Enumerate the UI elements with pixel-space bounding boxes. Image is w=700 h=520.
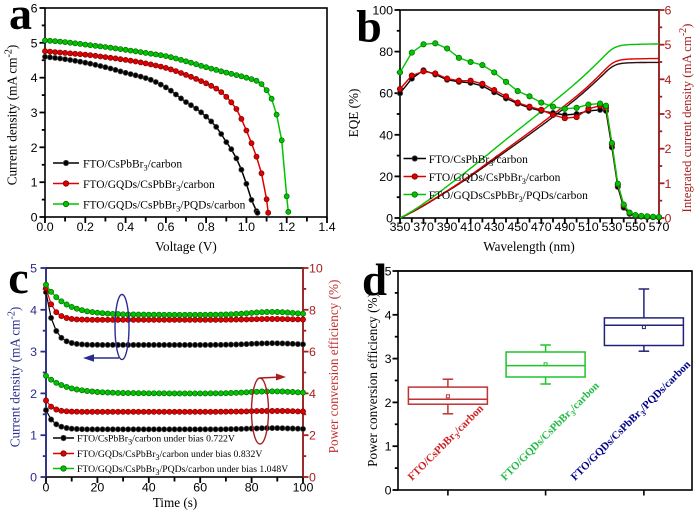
svg-text:FTO/CsPbBr3/carbon: FTO/CsPbBr3/carbon	[83, 159, 182, 173]
svg-text:Integrated current density (mA: Integrated current density (mA cm-2)	[678, 24, 694, 213]
svg-text:Current density (mA cm-2): Current density (mA cm-2)	[4, 45, 20, 186]
svg-text:550: 550	[625, 220, 646, 234]
svg-text:370: 370	[413, 220, 434, 234]
svg-text:80: 80	[379, 45, 393, 59]
svg-text:Power conversion efficiency (%: Power conversion efficiency (%)	[326, 280, 341, 454]
svg-text:40: 40	[379, 128, 393, 142]
svg-text:0: 0	[386, 212, 393, 226]
svg-text:2: 2	[31, 141, 38, 155]
svg-text:0.6: 0.6	[157, 220, 174, 234]
svg-text:0: 0	[309, 471, 316, 485]
svg-text:1: 1	[31, 176, 38, 190]
svg-text:20: 20	[91, 481, 105, 495]
svg-text:10: 10	[309, 262, 323, 276]
svg-text:Time (s): Time (s)	[153, 495, 198, 510]
svg-text:4: 4	[309, 387, 316, 401]
svg-text:0: 0	[385, 484, 392, 498]
svg-text:20: 20	[379, 170, 393, 184]
svg-text:80: 80	[245, 481, 259, 495]
svg-text:FTO/GQDs/CsPbBr3/carbon under: FTO/GQDs/CsPbBr3/carbon under bias 0.832…	[77, 449, 262, 462]
svg-text:4: 4	[385, 308, 392, 322]
svg-text:6: 6	[31, 2, 38, 16]
svg-text:5: 5	[30, 262, 37, 276]
svg-text:0: 0	[31, 211, 38, 225]
svg-text:1: 1	[30, 429, 37, 443]
svg-text:6: 6	[665, 4, 672, 18]
svg-text:530: 530	[602, 220, 623, 234]
svg-text:FTO/CsPbBr3/carbon: FTO/CsPbBr3/carbon	[406, 403, 488, 485]
svg-text:FTO/CsPbBr3/carbon under bias: FTO/CsPbBr3/carbon under bias 0.722V	[77, 434, 235, 447]
svg-text:350: 350	[390, 220, 411, 234]
svg-text:FTO/GQDs/CsPbBr3/PQDs/carbon: FTO/GQDs/CsPbBr3/PQDs/carbon	[83, 200, 246, 214]
svg-text:40: 40	[142, 481, 156, 495]
svg-text:3: 3	[31, 106, 38, 120]
svg-text:1.4: 1.4	[318, 220, 335, 234]
svg-text:FTO/GQDs/CsPbBr3/carbon: FTO/GQDs/CsPbBr3/carbon	[83, 179, 215, 193]
svg-text:FTO/CsPbBr3/carbon: FTO/CsPbBr3/carbon	[429, 154, 528, 168]
svg-text:FTO/GQDs/CsPbBr3/carbon: FTO/GQDs/CsPbBr3/carbon	[429, 172, 561, 186]
svg-text:60: 60	[193, 481, 207, 495]
svg-text:570: 570	[649, 220, 670, 234]
svg-text:5: 5	[31, 36, 38, 50]
svg-text:4: 4	[30, 303, 37, 317]
svg-text:2: 2	[385, 396, 392, 410]
svg-text:4: 4	[31, 71, 38, 85]
svg-text:3: 3	[665, 108, 672, 122]
svg-text:0.4: 0.4	[117, 220, 134, 234]
svg-text:5: 5	[665, 38, 672, 52]
svg-text:1.2: 1.2	[278, 220, 295, 234]
svg-text:Voltage (V): Voltage (V)	[155, 239, 217, 254]
svg-text:1: 1	[665, 177, 672, 191]
svg-text:60: 60	[379, 87, 393, 101]
svg-text:100: 100	[293, 481, 314, 495]
svg-text:4: 4	[665, 73, 672, 87]
svg-text:410: 410	[460, 220, 481, 234]
svg-text:2: 2	[665, 142, 672, 156]
svg-text:0.0: 0.0	[36, 220, 53, 234]
svg-text:0: 0	[30, 471, 37, 485]
svg-text:EQE (%): EQE (%)	[346, 89, 361, 138]
svg-text:510: 510	[578, 220, 599, 234]
svg-text:1.0: 1.0	[238, 220, 255, 234]
svg-text:d: d	[362, 255, 387, 305]
svg-text:c: c	[8, 252, 28, 303]
svg-text:2: 2	[309, 429, 316, 443]
svg-text:100: 100	[372, 4, 393, 18]
svg-text:b: b	[356, 1, 382, 52]
svg-text:0: 0	[43, 481, 50, 495]
svg-text:2: 2	[30, 387, 37, 401]
svg-text:FTO/GQDsCsPbBr3/PQDs/carbon: FTO/GQDsCsPbBr3/PQDs/carbon	[429, 190, 588, 204]
svg-text:490: 490	[554, 220, 575, 234]
svg-text:390: 390	[437, 220, 458, 234]
svg-text:6: 6	[309, 345, 316, 359]
svg-text:450: 450	[507, 220, 528, 234]
svg-text:0.2: 0.2	[77, 220, 94, 234]
svg-text:FTO/GQDs/CsPbBr3/PQDs/carbon: FTO/GQDs/CsPbBr3/PQDs/carbon	[569, 359, 695, 485]
svg-text:FTO/GQDs/CsPbBr3/PQDs/carbon u: FTO/GQDs/CsPbBr3/PQDs/carbon under bias …	[77, 464, 288, 477]
svg-text:a: a	[9, 0, 32, 39]
svg-text:430: 430	[484, 220, 505, 234]
svg-text:5: 5	[385, 265, 392, 279]
svg-text:Wavelength (nm): Wavelength (nm)	[483, 239, 575, 254]
svg-text:3: 3	[385, 352, 392, 366]
svg-text:470: 470	[531, 220, 552, 234]
svg-text:Power conversion efficiency (%: Power conversion efficiency (%)	[365, 293, 380, 467]
svg-text:Current density (mA cm-2): Current density (mA cm-2)	[7, 307, 23, 448]
svg-text:0.8: 0.8	[198, 220, 215, 234]
svg-text:3: 3	[30, 345, 37, 359]
svg-text:0: 0	[665, 212, 672, 226]
svg-text:8: 8	[309, 303, 316, 317]
svg-text:1: 1	[385, 440, 392, 454]
